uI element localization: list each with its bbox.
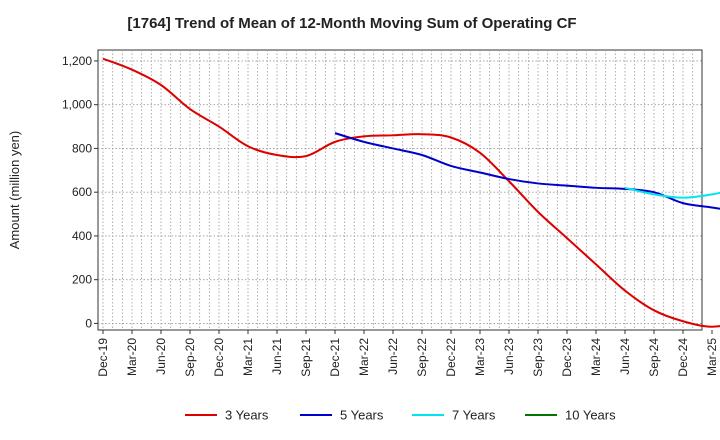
x-tick-label: Jun-22 xyxy=(386,338,400,375)
grid-lines xyxy=(98,50,702,330)
legend-label-10-years: 10 Years xyxy=(565,408,616,423)
y-tick-label: 800 xyxy=(72,141,92,155)
x-tick-label: Mar-25 xyxy=(705,338,719,376)
series-line-3-years xyxy=(102,57,720,328)
chart-title: [1764] Trend of Mean of 12-Month Moving … xyxy=(127,15,576,32)
y-tick-label: 200 xyxy=(72,273,92,287)
legend-item-7-years: 7 Years xyxy=(412,408,496,423)
x-tick-label: Dec-21 xyxy=(328,338,342,377)
x-tick-label: Sep-20 xyxy=(183,338,197,377)
x-tick-label: Dec-24 xyxy=(676,338,690,377)
legend-label-3-years: 3 Years xyxy=(225,408,269,423)
legend-label-7-years: 7 Years xyxy=(452,408,496,423)
x-tick-label: Jun-24 xyxy=(618,338,632,375)
legend-item-10-years: 10 Years xyxy=(525,408,616,423)
x-tick-label: Mar-24 xyxy=(589,338,603,376)
x-tick-label: Dec-22 xyxy=(444,338,458,377)
x-axis-ticks: Dec-19 Mar-20 Jun-20 Sep-20 Dec-20 Mar-21 Jun-… xyxy=(96,330,719,377)
y-tick-label: 600 xyxy=(72,185,92,199)
x-tick-label: Mar-23 xyxy=(473,338,487,376)
x-tick-label: Sep-24 xyxy=(647,338,661,377)
legend-item-3-years: 3 Years xyxy=(185,408,269,423)
x-tick-label: Jun-21 xyxy=(270,338,284,375)
series-line-5-years xyxy=(334,132,720,210)
x-tick-label: Mar-21 xyxy=(241,338,255,376)
y-axis-label: Amount (million yen) xyxy=(7,131,22,250)
series-line-7-years xyxy=(624,186,720,199)
x-tick-label: Mar-20 xyxy=(125,338,139,376)
y-tick-label: 0 xyxy=(85,316,92,330)
x-tick-label: Sep-22 xyxy=(415,338,429,377)
plot-area xyxy=(97,49,703,331)
x-tick-label: Jun-23 xyxy=(502,338,516,375)
x-tick-label: Dec-20 xyxy=(212,338,226,377)
x-tick-label: Dec-19 xyxy=(96,338,110,377)
series-lines xyxy=(102,57,720,328)
y-tick-label: 400 xyxy=(72,229,92,243)
x-tick-label: Jun-20 xyxy=(154,338,168,375)
x-tick-label: Sep-23 xyxy=(531,338,545,377)
y-tick-label: 1,200 xyxy=(62,54,92,68)
legend-item-5-years: 5 Years xyxy=(300,408,384,423)
legend-label-5-years: 5 Years xyxy=(340,408,384,423)
legend: 3 Years 5 Years 7 Years 10 Years xyxy=(185,408,616,423)
x-tick-label: Mar-22 xyxy=(357,338,371,376)
y-axis-ticks: 0 200 400 600 800 1,000 1,200 xyxy=(62,54,98,330)
x-tick-label: Dec-23 xyxy=(560,338,574,377)
y-tick-label: 1,000 xyxy=(62,98,92,112)
x-tick-label: Sep-21 xyxy=(299,338,313,377)
